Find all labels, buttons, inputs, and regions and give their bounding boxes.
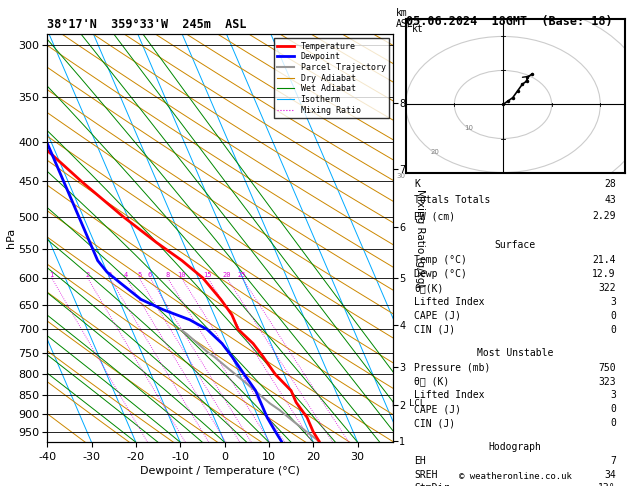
Text: Hodograph: Hodograph [489,442,542,451]
Text: 13°: 13° [598,484,616,486]
Text: 6: 6 [148,272,152,278]
Text: Totals Totals: Totals Totals [415,195,491,205]
Text: 20: 20 [223,272,231,278]
Text: 43: 43 [604,195,616,205]
Text: 4: 4 [124,272,128,278]
Text: 0: 0 [610,325,616,334]
Text: CAPE (J): CAPE (J) [415,404,462,414]
Text: 12.9: 12.9 [593,269,616,279]
Text: 3: 3 [610,390,616,400]
Text: 750: 750 [598,363,616,373]
Text: Temp (°C): Temp (°C) [415,255,467,265]
Text: 5: 5 [137,272,142,278]
Text: CIN (J): CIN (J) [415,418,455,428]
Text: 2.29: 2.29 [593,211,616,221]
Text: 322: 322 [598,283,616,293]
Text: Surface: Surface [494,240,536,250]
Legend: Temperature, Dewpoint, Parcel Trajectory, Dry Adiabat, Wet Adiabat, Isotherm, Mi: Temperature, Dewpoint, Parcel Trajectory… [274,38,389,118]
X-axis label: Dewpoint / Temperature (°C): Dewpoint / Temperature (°C) [140,466,300,476]
Text: CIN (J): CIN (J) [415,325,455,334]
Text: 0: 0 [610,404,616,414]
Y-axis label: Mixing Ratio (g/kg): Mixing Ratio (g/kg) [415,189,425,287]
Text: 0: 0 [610,311,616,321]
Text: 25: 25 [238,272,246,278]
Y-axis label: hPa: hPa [6,228,16,248]
Text: EH: EH [415,456,426,466]
Text: km
ASL: km ASL [396,8,414,29]
Text: 3: 3 [108,272,112,278]
Text: K: K [415,179,420,189]
Text: kt: kt [412,24,424,34]
Text: CAPE (J): CAPE (J) [415,311,462,321]
Text: θᴇ(K): θᴇ(K) [415,283,444,293]
Text: 38°17'N  359°33'W  245m  ASL: 38°17'N 359°33'W 245m ASL [47,18,247,32]
Text: Most Unstable: Most Unstable [477,348,554,358]
Text: PW (cm): PW (cm) [415,211,455,221]
Text: 30: 30 [396,173,405,179]
Text: 28: 28 [604,179,616,189]
Text: © weatheronline.co.uk: © weatheronline.co.uk [459,472,572,481]
Text: Dewp (°C): Dewp (°C) [415,269,467,279]
Text: 323: 323 [598,377,616,386]
Text: 7: 7 [610,456,616,466]
Text: 3: 3 [610,297,616,307]
Text: 05.06.2024  18GMT  (Base: 18): 05.06.2024 18GMT (Base: 18) [406,15,612,28]
Text: 1: 1 [50,272,53,278]
Text: 15: 15 [203,272,212,278]
Text: 20: 20 [430,149,439,155]
Text: 0: 0 [610,418,616,428]
Text: StmDir: StmDir [415,484,450,486]
Text: Pressure (mb): Pressure (mb) [415,363,491,373]
Text: 10: 10 [464,125,474,131]
Text: 8: 8 [165,272,170,278]
Text: Lifted Index: Lifted Index [415,297,485,307]
Text: 34: 34 [604,469,616,480]
Text: θᴇ (K): θᴇ (K) [415,377,450,386]
Text: Lifted Index: Lifted Index [415,390,485,400]
Text: 10: 10 [177,272,186,278]
Text: 21.4: 21.4 [593,255,616,265]
Text: LCL: LCL [409,399,425,408]
Text: 2: 2 [86,272,90,278]
Text: SREH: SREH [415,469,438,480]
